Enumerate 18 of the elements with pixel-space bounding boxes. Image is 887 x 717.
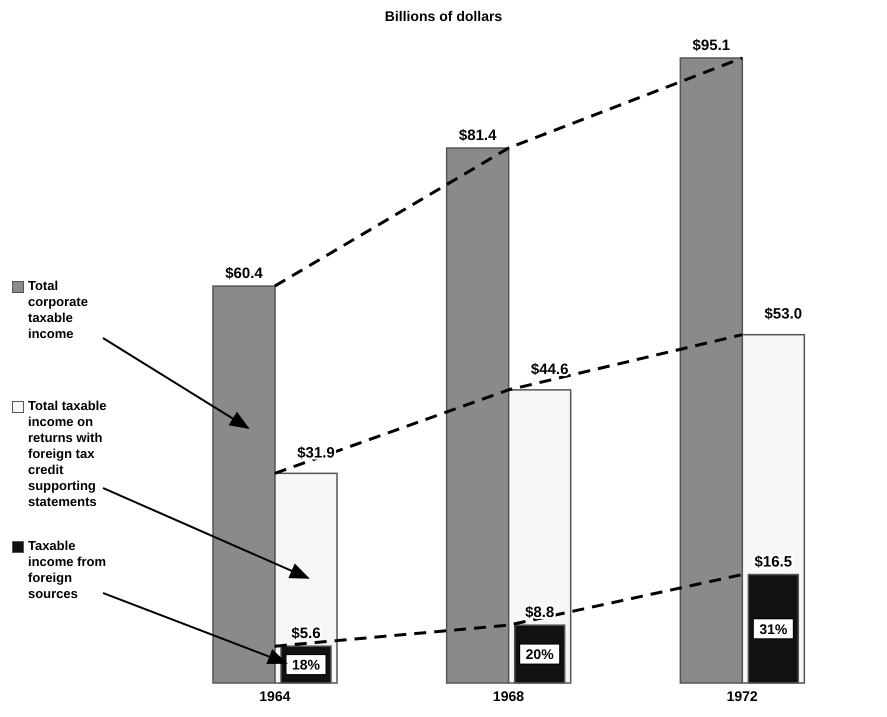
x-tick-label: 1968 [492,688,524,704]
data-label: $5.6 [291,625,321,642]
data-label: $8.8 [525,604,554,622]
data-label: $60.4 [225,265,264,282]
data-label: $53.0 [764,306,802,323]
legend-label: Total corporate taxable income [28,278,89,342]
data-label: $95.1 [692,37,730,54]
data-label: $81.4 [458,127,498,144]
legend-label: Total taxable income on returns with foreign tax credit supporting statements [28,398,108,510]
x-tick-label: 1972 [726,688,758,704]
legend-label: Taxable income from foreign sources [28,538,108,602]
annotation: 18% [292,656,321,673]
x-tick-label: 1964 [259,688,291,704]
annotation: 31% [759,620,788,637]
annotation: 20% [526,646,554,662]
chart-title: Billions of dollars [384,8,504,24]
data-label: $44.6 [530,360,568,378]
data-label: $16.5 [754,554,792,571]
